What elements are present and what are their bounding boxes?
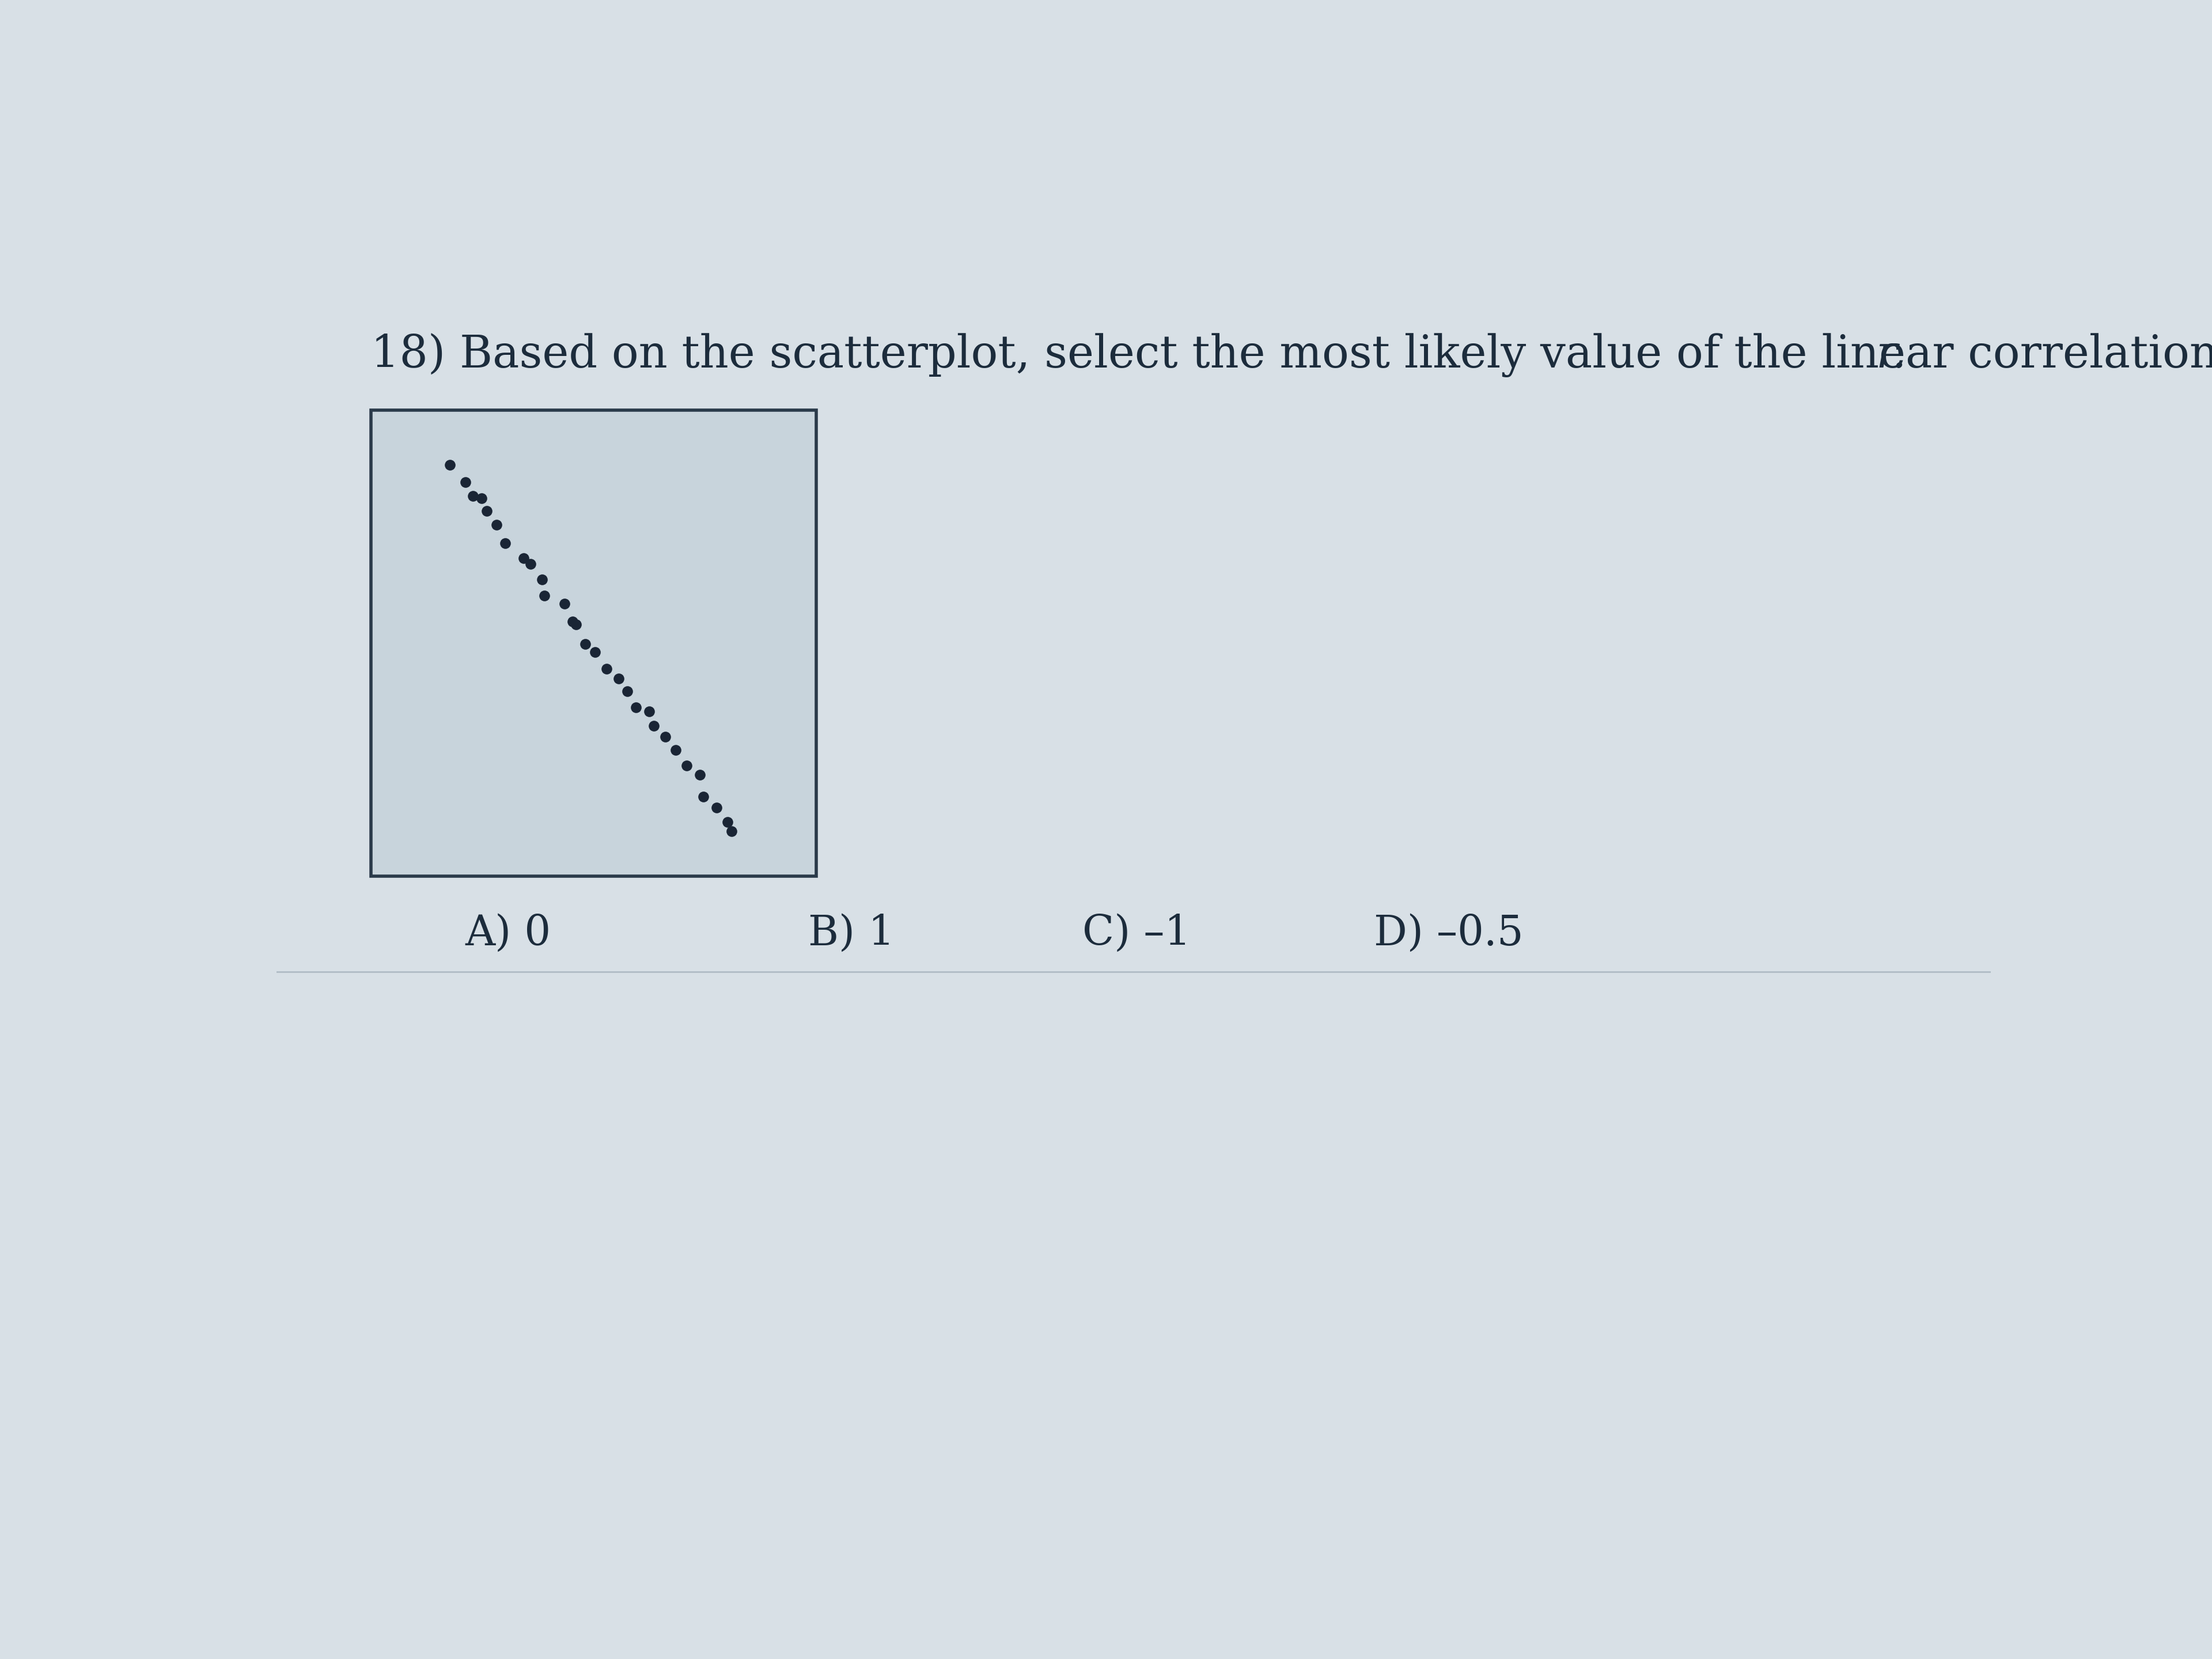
- Point: [617, 695, 653, 722]
- Bar: [372, 410, 816, 876]
- Text: C) –1: C) –1: [1082, 914, 1190, 954]
- Point: [456, 483, 491, 509]
- Point: [686, 783, 721, 810]
- Point: [630, 698, 666, 725]
- Point: [710, 810, 745, 836]
- Point: [699, 795, 734, 821]
- Point: [449, 469, 484, 496]
- Point: [431, 451, 467, 478]
- Point: [465, 484, 500, 511]
- Point: [487, 529, 522, 556]
- Point: [513, 551, 549, 577]
- Point: [557, 611, 593, 637]
- Point: [568, 630, 604, 657]
- Point: [588, 655, 624, 682]
- Text: 18) Based on the scatterplot, select the most likely value of the linear correla: 18) Based on the scatterplot, select the…: [372, 333, 2212, 378]
- Point: [637, 713, 672, 740]
- Point: [611, 679, 646, 705]
- Text: A) 0: A) 0: [465, 914, 551, 954]
- Text: B) 1: B) 1: [807, 914, 894, 954]
- Point: [478, 511, 513, 538]
- Point: [469, 498, 504, 524]
- Point: [577, 639, 613, 665]
- Point: [681, 761, 717, 788]
- Point: [668, 753, 703, 780]
- Point: [659, 737, 695, 763]
- Point: [524, 566, 560, 592]
- Point: [507, 544, 542, 571]
- Text: r.: r.: [1876, 333, 1907, 377]
- Point: [714, 818, 750, 844]
- Point: [602, 665, 637, 692]
- Point: [555, 609, 591, 635]
- Point: [526, 582, 562, 609]
- Point: [546, 591, 582, 617]
- Text: D) –0.5: D) –0.5: [1374, 914, 1524, 954]
- Point: [648, 723, 684, 750]
